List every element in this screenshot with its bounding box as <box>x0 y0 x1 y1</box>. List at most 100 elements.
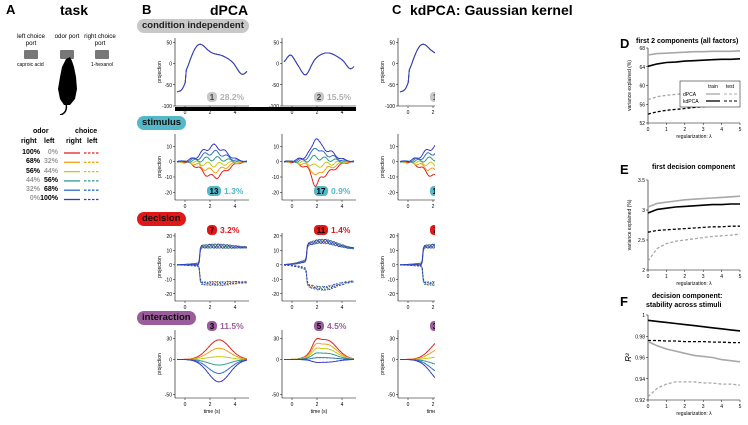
y-tick-label: 50 <box>273 40 279 46</box>
x-tick-label: 2 <box>316 305 319 311</box>
projection-trace <box>399 264 435 286</box>
panel-c-letter: C <box>392 2 402 17</box>
y-tick-label: 52 <box>639 121 645 127</box>
projection-trace <box>176 143 248 163</box>
projection-trace <box>399 243 435 266</box>
projection-trace <box>399 43 435 93</box>
x-tick-label: 4 <box>341 402 344 408</box>
x-tick-label: 3 <box>702 127 705 133</box>
y-tick-label: -50 <box>388 83 395 89</box>
row-label-interaction: interaction <box>137 311 196 325</box>
right-odor-label: 1-hexanol <box>91 62 113 68</box>
x-tick-label: 0 <box>184 204 187 210</box>
legend-train: train <box>708 84 718 90</box>
projection-trace <box>176 243 248 266</box>
y-tick-label: 10 <box>389 248 395 254</box>
y-tick-label: 2 <box>642 268 645 274</box>
y-tick-label: -50 <box>165 83 172 89</box>
component-number: 13 <box>210 187 219 196</box>
x-axis-label: time (s) <box>311 409 328 415</box>
projection-trace <box>284 154 354 163</box>
y-tick-label: 2.5 <box>638 238 645 244</box>
projection-trace <box>284 238 355 266</box>
y-tick-label: -20 <box>165 292 172 298</box>
x-tick-label: 1 <box>665 404 668 410</box>
odor-right-value: 100% <box>22 149 40 156</box>
rat-silhouette <box>58 57 77 115</box>
x-tick-label: 2 <box>209 402 212 408</box>
x-axis-label: time (s) <box>427 409 435 415</box>
panel-a-letter: A <box>6 2 16 17</box>
odor-left-value: 100% <box>40 195 58 203</box>
projection-trace <box>176 264 248 287</box>
projection-trace <box>399 264 435 286</box>
projection-plots: 500-50-100024projection128.2%500-50-1000… <box>157 38 435 415</box>
y-tick-label: 10 <box>166 144 172 150</box>
panel-f-title-1: decision component: <box>652 293 723 300</box>
panel-f-letter: F <box>620 294 628 309</box>
projection-trace <box>399 263 435 287</box>
choice-right-header: right <box>66 138 82 145</box>
component-number: 5 <box>317 322 322 331</box>
x-tick-label: 0 <box>407 402 410 408</box>
x-tick-label: 2 <box>209 110 212 116</box>
y-tick-label: 50 <box>389 40 395 46</box>
component-variance: 15.5% <box>327 92 352 102</box>
y-tick-label: 0.96 <box>635 356 645 362</box>
projection-trace <box>283 264 355 291</box>
x-tick-label: 0 <box>291 402 294 408</box>
y-tick-label: 30 <box>166 336 172 342</box>
y-tick-label: 0 <box>392 160 395 166</box>
projection-trace <box>399 263 435 286</box>
projection-trace <box>177 156 247 163</box>
component-variance: 1.4% <box>331 225 351 235</box>
x-tick-label: 1 <box>665 127 668 133</box>
component-number: 1 <box>210 93 215 102</box>
x-tick-label: 0 <box>291 204 294 210</box>
series-line <box>647 319 741 332</box>
y-tick-label: 0.92 <box>635 398 645 404</box>
component-variance: 1.3% <box>224 186 244 196</box>
component-number-pill <box>430 92 435 102</box>
projection-trace <box>177 359 248 383</box>
component-variance: 3.2% <box>220 225 240 235</box>
y-tick-label: -50 <box>272 392 279 398</box>
y-tick-label: 0 <box>276 263 279 269</box>
odor-left-column: 0% 32% 44% 56% 68% 100% <box>38 148 58 204</box>
choice-left-header: left <box>87 138 98 145</box>
odor-right-column: 100% 68% 56% 44% 32% 0% <box>16 148 40 204</box>
projection-trace <box>400 156 435 163</box>
right-port-label: right choice port <box>84 33 116 47</box>
x-tick-label: 2 <box>316 110 319 116</box>
x-tick-label: 5 <box>739 274 742 280</box>
x-tick-label: 0 <box>184 305 187 311</box>
y-tick-label: 1 <box>642 313 645 319</box>
x-tick-label: 2 <box>683 127 686 133</box>
projection-trace <box>283 264 355 291</box>
x-tick-label: 3 <box>702 404 705 410</box>
x-tick-label: 4 <box>720 404 723 410</box>
projection-trace <box>176 263 248 287</box>
series-line <box>647 58 741 68</box>
x-tick-label: 0 <box>647 404 650 410</box>
y-tick-label: -20 <box>388 292 395 298</box>
y-axis-label: variance explained (%) <box>627 60 633 111</box>
component-variance: 4.5% <box>327 321 347 331</box>
series-line <box>647 381 741 398</box>
x-tick-label: 0 <box>407 110 410 116</box>
y-tick-label: 64 <box>639 65 645 71</box>
y-axis-label: variance explained (%) <box>627 199 633 250</box>
projection-trace <box>399 43 435 93</box>
projection-trace <box>176 149 248 163</box>
right-port <box>95 50 109 59</box>
projection-trace <box>400 359 435 379</box>
odor-right-value: 68% <box>25 158 40 166</box>
series-line <box>647 203 740 214</box>
projection-trace <box>399 43 435 93</box>
x-tick-label: 2 <box>432 305 435 311</box>
panel-f-title-2: stability across stimuli <box>646 302 722 309</box>
component-number: 11 <box>317 226 326 235</box>
y-tick-label: -20 <box>272 190 279 196</box>
odor-left-value: 68% <box>43 186 58 194</box>
x-tick-label: 2 <box>683 274 686 280</box>
